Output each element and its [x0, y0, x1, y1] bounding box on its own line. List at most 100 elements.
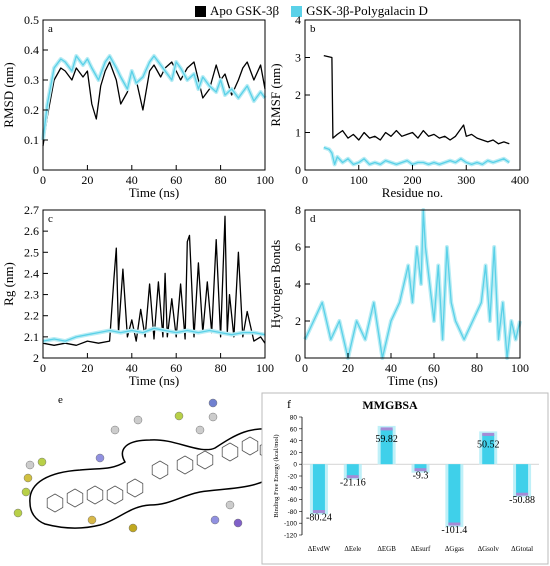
y-tick-label-f: -60 [288, 497, 298, 504]
x-tick-label-a: 40 [126, 173, 138, 187]
residue-dot [110, 425, 120, 435]
x-tick-label-a: 100 [256, 173, 274, 187]
chart-panel-d: d 0 20 40 60 80 100 0 2 4 6 8 Time (ns) Hydrogen Bond… [268, 203, 529, 388]
y-tick-label-b: 3 [295, 51, 301, 65]
panel-e-molecule: e [13, 394, 292, 533]
x-axis-label-c: Time (ns) [129, 373, 179, 388]
legend: Apo GSK-3β GSK-3β-Polygalacin D [195, 2, 428, 20]
x-tick-label-b: 0 [302, 173, 308, 187]
category-label-f: ΔGtotal [511, 545, 533, 553]
y-tick-label-f: -120 [284, 533, 297, 540]
bar-cap-f-0 [312, 510, 325, 514]
y-tick-label-c: 2.4 [24, 266, 39, 280]
category-label-f: ΔEsurf [411, 545, 431, 553]
residue-dot [195, 425, 205, 435]
y-axis-label-d: Hydrogen Bonds [268, 240, 283, 328]
series-line-c-0 [42, 215, 266, 346]
category-label-f: ΔGsolv [478, 545, 500, 553]
residue-dot [210, 515, 220, 525]
chart-panel-c: c 0 20 40 60 80 100 2 2.1 2.2 2.3 2.4 2.5 2.6 2.7 Time … [1, 203, 274, 388]
bar-cap-f-2 [380, 427, 393, 431]
x-tick-label-c: 20 [81, 361, 93, 375]
y-tick-label-d: 4 [295, 277, 301, 291]
x-tick-label-c: 0 [40, 361, 46, 375]
y-axis-label-a: RMSD (nm) [1, 62, 16, 127]
x-tick-label-c: 80 [215, 361, 227, 375]
panel-label-d: d [310, 213, 316, 225]
y-tick-label-b: 1 [295, 126, 301, 140]
residue-dot [21, 487, 31, 497]
bar-f-1 [346, 464, 359, 477]
y-tick-label-d: 6 [295, 240, 301, 254]
bar-cap-f-5 [482, 432, 495, 436]
panel-label-e: e [58, 394, 63, 406]
panel-label-f: f [287, 397, 291, 411]
y-tick-label-a: 0.3 [24, 73, 39, 87]
residue-dot [128, 523, 138, 533]
residue-dot [174, 411, 184, 421]
series-line-b-0 [323, 54, 510, 145]
bar-f-6 [516, 464, 529, 495]
bar-cap-f-1 [346, 475, 359, 479]
y-tick-label-b: 4 [295, 13, 301, 27]
bar-f-5 [482, 434, 495, 465]
bar-f-4 [448, 464, 461, 525]
y-tick-label-b: 0 [295, 163, 301, 177]
y-tick-label-d: 2 [295, 314, 301, 328]
y-tick-label-c: 2.6 [24, 224, 39, 238]
residue-dot [208, 412, 218, 422]
bar-value-label-f: -80.24 [306, 513, 332, 524]
plot-frame-b [304, 19, 521, 171]
y-tick-label-f: -80 [288, 509, 298, 516]
y-tick-label-f: 0 [293, 462, 297, 469]
panel-f-background [261, 392, 549, 565]
category-label-f: ΔEvdW [308, 545, 331, 553]
x-tick-label-a: 0 [40, 173, 46, 187]
plot-frame-c [42, 209, 266, 359]
y-tick-label-f: -100 [284, 521, 297, 528]
x-tick-label-c: 100 [256, 361, 274, 375]
x-tick-label-b: 300 [457, 173, 475, 187]
molecule-ring [66, 488, 84, 508]
series-line-a-0 [42, 61, 266, 147]
bar-value-label-f: -21.16 [340, 478, 366, 489]
residue-dot [208, 398, 218, 408]
residue-dot [37, 457, 47, 467]
residue-dot [87, 515, 97, 525]
residue-dot [25, 460, 35, 470]
bar-f-2 [380, 428, 393, 465]
bar-value-label-f: -50.88 [509, 495, 535, 506]
x-tick-label-b: 400 [511, 173, 529, 187]
panel-label-b: b [310, 23, 316, 35]
chart-panel-a: a 0 20 40 60 80 100 0 0.1 0.2 0.3 0.4 0.5 Time (ns) RM… [1, 13, 274, 200]
molecule-ring [176, 455, 194, 475]
legend-label-complex: GSK-3β-Polygalacin D [306, 3, 428, 18]
bar-value-label-f: -101.4 [441, 525, 467, 536]
y-tick-label-f: 80 [290, 415, 298, 422]
x-tick-label-c: 40 [126, 361, 138, 375]
y-tick-label-c: 2.5 [24, 245, 39, 259]
x-tick-label-a: 20 [81, 173, 93, 187]
molecule-ring [196, 450, 214, 470]
category-label-f: ΔGgas [445, 545, 464, 553]
y-tick-label-a: 0.5 [24, 13, 39, 27]
y-tick-label-f: 40 [290, 438, 298, 445]
y-tick-label-c: 2.1 [24, 330, 39, 344]
y-tick-label-d: 0 [295, 351, 301, 365]
y-tick-label-c: 2.7 [24, 203, 39, 217]
bar-value-label-f: -9.3 [413, 471, 429, 482]
x-axis-label-b: Residue no. [382, 185, 443, 200]
x-tick-label-c: 60 [170, 361, 182, 375]
bar-value-label-f: 59.82 [375, 434, 398, 445]
category-label-f: ΔEGB [377, 545, 396, 553]
y-tick-label-f: 60 [290, 426, 298, 433]
legend-label-apo: Apo GSK-3β [210, 3, 280, 18]
plot-frame-a [42, 19, 266, 171]
molecule-ring [86, 485, 104, 505]
molecule-ring [221, 442, 239, 462]
x-tick-label-d: 100 [511, 361, 529, 375]
molecule-ring [241, 436, 259, 456]
y-tick-label-a: 0.2 [24, 103, 39, 117]
